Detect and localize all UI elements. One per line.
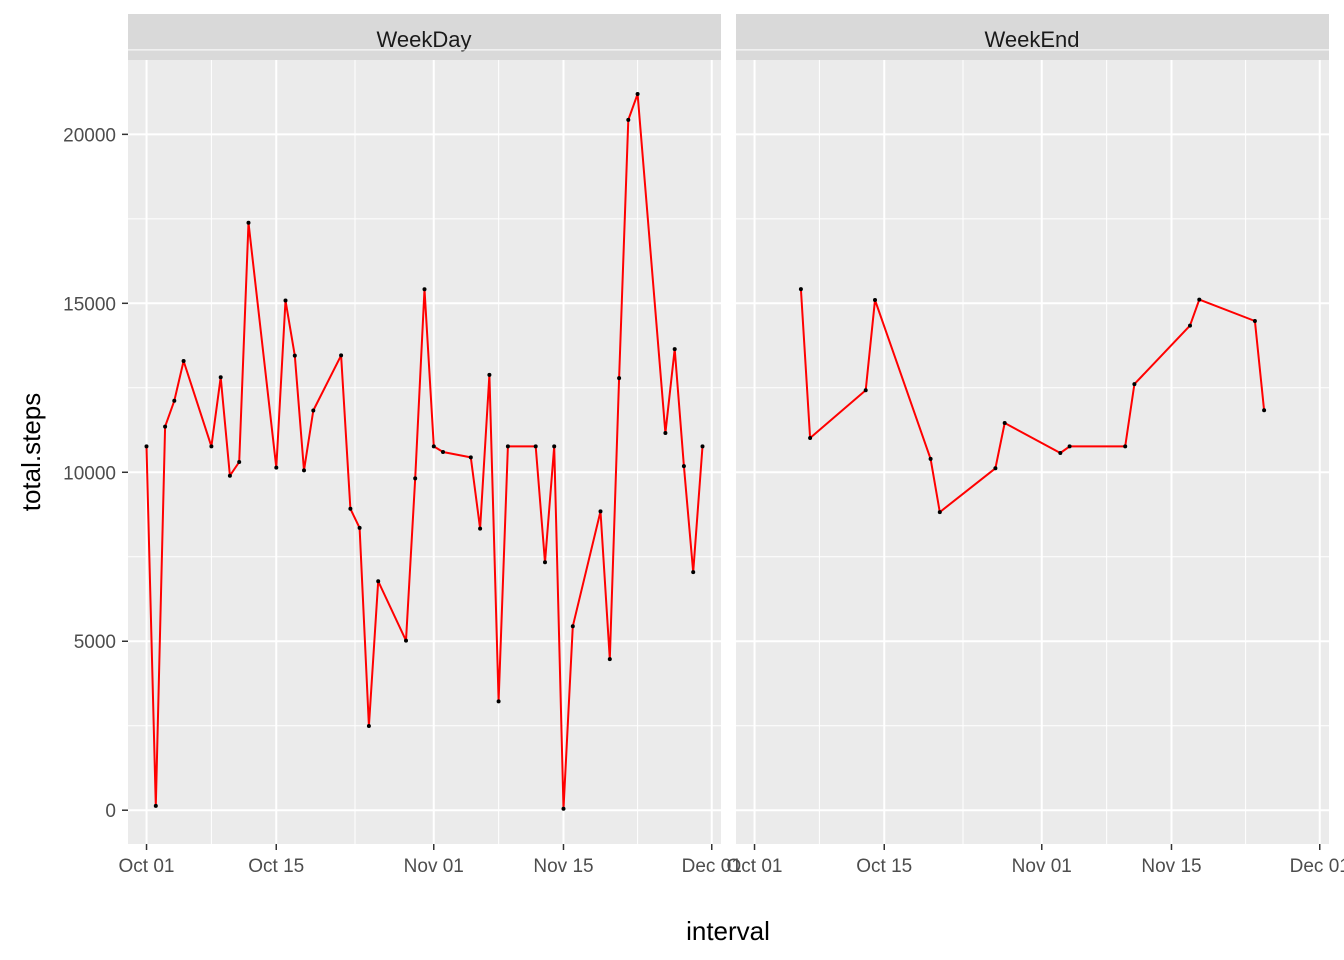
data-point (937, 510, 942, 515)
x-axis-weekday: Oct 01 Oct 15 Nov 01 Nov 15 Dec 01 (119, 844, 742, 877)
x-axis-weekend: Oct 01 Oct 15 Nov 01 Nov 15 Dec 01 (727, 844, 1344, 877)
data-point (700, 444, 705, 449)
data-point (478, 526, 483, 531)
x-tick-label: Oct 01 (727, 856, 783, 877)
data-point (237, 460, 242, 464)
data-point (413, 476, 418, 481)
data-point (292, 353, 297, 358)
data-point (404, 638, 408, 643)
data-point (533, 444, 538, 449)
data-point (348, 506, 353, 511)
data-point (496, 699, 501, 704)
panel-weekday-background (128, 60, 721, 844)
data-point (863, 388, 868, 393)
data-point (218, 375, 223, 380)
x-axis-title: interval (686, 916, 770, 946)
data-point (1067, 444, 1072, 449)
x-tick-label: Nov 01 (404, 856, 464, 877)
x-tick-label: Dec 01 (682, 856, 742, 877)
data-point (543, 560, 547, 565)
data-point (993, 466, 998, 471)
series-line-weekend (799, 289, 1266, 514)
y-tick-label: 20000 (63, 125, 116, 146)
weekday-series (144, 92, 705, 811)
data-point (153, 803, 158, 808)
data-point (441, 450, 445, 454)
data-point (873, 298, 877, 302)
strip-weekend-background (736, 14, 1329, 60)
data-point (570, 624, 575, 629)
x-tick-label: Oct 15 (248, 856, 304, 877)
data-point (552, 444, 557, 449)
data-point (376, 579, 381, 584)
x-tick-label: Nov 15 (1141, 856, 1201, 877)
data-point (274, 465, 279, 470)
x-tick-label: Nov 15 (533, 856, 593, 877)
data-point (283, 298, 288, 303)
data-point (422, 287, 427, 292)
data-point (357, 525, 362, 530)
data-point (209, 444, 214, 449)
x-tick-label: Dec 01 (1290, 856, 1344, 877)
data-point (1252, 319, 1257, 323)
data-point (808, 436, 813, 440)
data-point (672, 347, 677, 352)
panel-weekend: WeekEnd (736, 14, 1329, 844)
data-point (302, 468, 306, 473)
panel-weekday: WeekDay (128, 14, 721, 844)
data-point (468, 455, 473, 460)
data-point (561, 806, 566, 811)
y-axis-title: total.steps (16, 393, 46, 512)
data-point (339, 353, 344, 358)
data-point (1197, 297, 1202, 302)
panel-weekend-background (736, 60, 1329, 844)
data-point (607, 657, 612, 662)
data-point (598, 509, 603, 514)
data-point (663, 431, 668, 435)
data-point (635, 92, 640, 96)
panel-weekend-grid (736, 49, 1329, 844)
weekend-series (798, 287, 1267, 515)
y-tick-label: 15000 (63, 294, 116, 315)
data-point (928, 456, 933, 461)
strip-weekday-label: WeekDay (377, 27, 472, 52)
data-point (311, 408, 316, 413)
data-point (1123, 444, 1128, 449)
data-point (798, 287, 803, 292)
strip-weekday-background (128, 14, 721, 60)
data-point (1002, 421, 1007, 425)
y-axis: 0 5000 10000 15000 20000 (63, 125, 128, 822)
data-point (246, 220, 251, 225)
data-point (366, 724, 371, 728)
data-point (181, 359, 186, 363)
data-point (227, 473, 232, 478)
data-point (172, 398, 177, 403)
data-point (626, 117, 631, 122)
data-point (1188, 323, 1192, 328)
data-point (691, 570, 696, 575)
data-point (1058, 451, 1063, 455)
data-point (144, 444, 149, 449)
data-point (1132, 382, 1137, 387)
x-tick-label: Oct 15 (856, 856, 912, 877)
data-point (617, 376, 622, 381)
x-tick-label: Oct 01 (119, 856, 175, 877)
y-tick-label: 0 (105, 801, 116, 822)
data-point (431, 444, 436, 449)
data-point (163, 424, 168, 429)
data-point (681, 464, 686, 469)
y-tick-label: 10000 (63, 463, 116, 484)
data-point (505, 444, 510, 449)
data-point (487, 372, 492, 377)
y-tick-label: 5000 (74, 632, 116, 653)
data-point (1262, 408, 1267, 413)
x-tick-label: Nov 01 (1012, 856, 1072, 877)
strip-weekend-label: WeekEnd (985, 27, 1080, 52)
